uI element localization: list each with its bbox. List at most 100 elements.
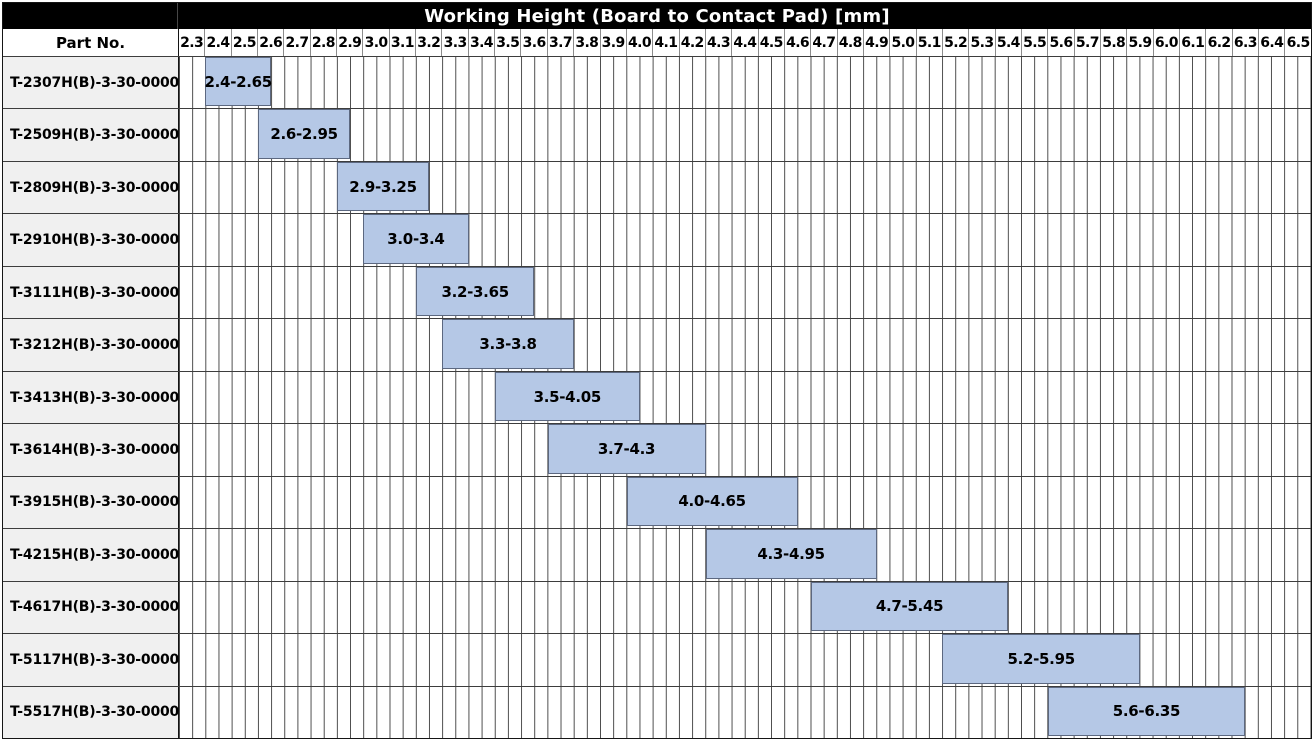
axis-tick: 6.4 [1258, 29, 1284, 56]
range-bar-label: 2.4-2.65 [204, 72, 273, 91]
row-chart-area: 3.3-3.8 [179, 319, 1311, 371]
axis-tick: 4.1 [652, 29, 678, 56]
range-bar-label: 2.9-3.25 [349, 177, 417, 196]
part-no-cell: T-2809H(B)-3-30-0000 [3, 161, 179, 214]
axis-tick: 4.5 [757, 29, 784, 56]
table-row: T-4215H(B)-3-30-0000 4.3-4.95 [3, 528, 1311, 581]
axis-tick: 5.2 [941, 29, 968, 56]
axis-tick: 6.3 [1231, 29, 1258, 56]
table-row: T-4617H(B)-3-30-0000 4.7-5.45 [3, 580, 1311, 634]
range-bar-label: 2.6-2.95 [270, 125, 338, 144]
axis-tick: 3.3 [441, 29, 467, 56]
part-no-cell: T-3111H(B)-3-30-0000 [3, 266, 179, 319]
row-chart-area: 3.0-3.4 [179, 214, 1311, 266]
row-chart-area: 4.3-4.95 [179, 529, 1311, 581]
part-no-cell: T-4215H(B)-3-30-0000 [3, 529, 179, 581]
axis-tick: 5.4 [994, 29, 1021, 56]
range-bar: 4.0-4.65 [626, 476, 798, 527]
axis-tick: 3.1 [388, 29, 415, 56]
axis-tick: 3.7 [546, 29, 573, 56]
range-bar: 4.7-5.45 [810, 581, 1009, 632]
axis-tick: 4.4 [731, 29, 757, 56]
row-chart-area: 5.2-5.95 [179, 634, 1311, 686]
axis-tick: 3.6 [520, 29, 546, 56]
table-row: T-2809H(B)-3-30-0000 2.9-3.25 [3, 160, 1311, 214]
axis-tick: 2.9 [336, 29, 362, 56]
range-bar-label: 3.7-4.3 [597, 440, 656, 459]
axis-tick: 5.0 [889, 29, 915, 56]
table-row: T-5517H(B)-3-30-0000 5.6-6.35 [3, 685, 1311, 739]
part-no-cell: T-2509H(B)-3-30-0000 [3, 109, 179, 161]
table-row: T-3212H(B)-3-30-0000 3.3-3.8 [3, 318, 1311, 371]
table-row: T-3915H(B)-3-30-0000 4.0-4.65 [3, 475, 1311, 529]
part-no-cell: T-2307H(B)-3-30-0000 [3, 57, 179, 109]
range-bar: 3.5-4.05 [494, 371, 640, 422]
axis-tick: 3.2 [415, 29, 441, 56]
axis-tick: 5.8 [1100, 29, 1126, 56]
range-bar-label: 3.0-3.4 [387, 230, 445, 249]
range-bar: 5.2-5.95 [942, 634, 1140, 684]
axis-tick: 5.3 [968, 29, 994, 56]
part-no-cell: T-3614H(B)-3-30-0000 [3, 424, 179, 476]
chart-title-bar: Working Height (Board to Contact Pad) [m… [3, 3, 1311, 29]
table-row: T-2307H(B)-3-30-0000 2.4-2.65 [3, 56, 1311, 109]
range-bar: 2.4-2.65 [204, 57, 273, 107]
axis-tick: 6.1 [1179, 29, 1205, 56]
part-no-cell: T-3212H(B)-3-30-0000 [3, 319, 179, 371]
axis-tick: 2.3 [180, 34, 204, 51]
axis-tick: 4.7 [810, 29, 836, 56]
axis-tick: 5.9 [1126, 29, 1152, 56]
range-bar-label: 5.2-5.95 [1007, 649, 1075, 668]
axis-tick-row: 2.3 2.4 2.5 2.6 2.7 2.8 2.9 3.0 3.1 3.2 3.3 3.4 3.5 3… [179, 29, 1311, 56]
chart-title: Working Height (Board to Contact Pad) [m… [424, 5, 890, 27]
row-chart-area: 3.2-3.65 [179, 266, 1311, 319]
row-chart-area: 4.0-4.65 [179, 476, 1311, 529]
row-chart-area: 3.7-4.3 [179, 424, 1311, 476]
axis-tick: 5.6 [1047, 29, 1073, 56]
axis-tick: 4.8 [836, 29, 863, 56]
row-chart-area: 3.5-4.05 [179, 371, 1311, 424]
range-bar-label: 4.3-4.95 [757, 544, 825, 563]
range-bar-label: 5.6-6.35 [1112, 702, 1181, 721]
range-bar: 3.2-3.65 [415, 266, 535, 317]
part-no-cell: T-5117H(B)-3-30-0000 [3, 634, 179, 686]
axis-tick: 4.3 [704, 29, 731, 56]
axis-tick: 3.9 [599, 29, 626, 56]
axis-tick: 5.7 [1073, 29, 1100, 56]
part-no-cell: T-3413H(B)-3-30-0000 [3, 371, 179, 424]
range-bar: 2.9-3.25 [336, 161, 430, 212]
chart-rows: T-2307H(B)-3-30-0000 2.4-2.65 T-2509H(B)-3… [3, 56, 1311, 739]
table-row: T-3614H(B)-3-30-0000 3.7-4.3 [3, 423, 1311, 476]
range-bar-label: 3.3-3.8 [479, 335, 537, 354]
row-chart-area: 2.9-3.25 [179, 161, 1311, 214]
range-bar: 3.7-4.3 [547, 424, 706, 474]
header-row: Part No. 2.3 2.4 2.5 2.6 2.7 2.8 2.9 3.0 3.1 3.2 3… [3, 29, 1311, 56]
row-chart-area: 2.6-2.95 [179, 109, 1311, 161]
range-bar: 2.6-2.95 [257, 109, 351, 159]
axis-tick: 2.4 [204, 29, 230, 56]
row-chart-area: 5.6-6.35 [179, 686, 1311, 739]
axis-tick: 2.7 [283, 29, 309, 56]
axis-tick: 6.5 [1284, 29, 1310, 56]
table-row: T-3111H(B)-3-30-0000 3.2-3.65 [3, 265, 1311, 319]
axis-tick: 2.6 [257, 29, 283, 56]
table-row: T-3413H(B)-3-30-0000 3.5-4.05 [3, 370, 1311, 424]
table-row: T-2509H(B)-3-30-0000 2.6-2.95 [3, 108, 1311, 161]
title-column-divider [177, 3, 178, 29]
range-bar-label: 3.2-3.65 [441, 282, 509, 301]
range-bar: 5.6-6.35 [1047, 686, 1246, 737]
axis-tick: 6.2 [1205, 29, 1231, 56]
axis-tick: 4.9 [862, 29, 889, 56]
axis-tick: 3.0 [362, 29, 388, 56]
part-no-cell: T-5517H(B)-3-30-0000 [3, 686, 179, 739]
range-bar: 3.3-3.8 [442, 319, 574, 369]
range-bar: 3.0-3.4 [363, 214, 469, 264]
row-chart-area: 2.4-2.65 [179, 57, 1311, 109]
axis-tick: 3.4 [467, 29, 494, 56]
range-bar: 4.3-4.95 [705, 529, 877, 579]
table-row: T-2910H(B)-3-30-0000 3.0-3.4 [3, 213, 1311, 266]
part-no-cell: T-3915H(B)-3-30-0000 [3, 476, 179, 529]
row-chart-area: 4.7-5.45 [179, 581, 1311, 634]
